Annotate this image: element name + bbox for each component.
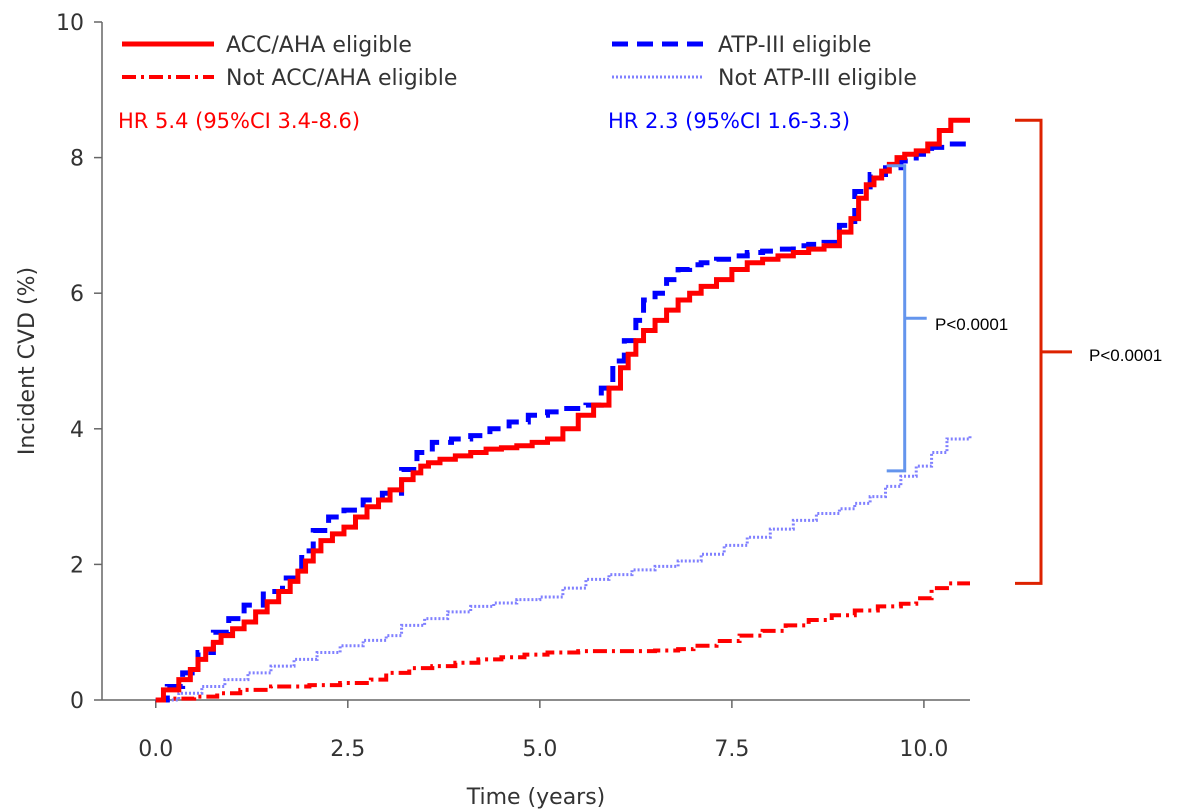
x-tick-label: 0.0 — [138, 737, 173, 762]
x-tick-label: 2.5 — [330, 737, 365, 762]
y-ticks: 0 2 4 6 8 10 — [56, 11, 102, 714]
series-line-not-atp-iii-eligible — [155, 435, 972, 702]
legend-label-not-atp: Not ATP-III eligible — [718, 66, 917, 91]
series-line-acc-aha-eligible — [155, 117, 970, 703]
legend-label-not-accaha: Not ACC/AHA eligible — [226, 66, 457, 91]
x-tick-label: 7.5 — [714, 737, 749, 762]
y-tick-label: 2 — [70, 553, 84, 578]
x-axis-label: Time (years) — [466, 785, 606, 810]
x-tick-label: 5.0 — [522, 737, 557, 762]
legend: ACC/AHA eligible Not ACC/AHA eligible AT… — [122, 33, 917, 91]
p-value-atp: P<0.0001 — [935, 315, 1008, 334]
y-tick-label: 0 — [70, 689, 84, 714]
y-tick-label: 6 — [70, 282, 84, 307]
bracket-atp — [886, 164, 927, 473]
legend-label-atp: ATP-III eligible — [718, 33, 871, 58]
bracket-layer — [886, 118, 1072, 585]
bracket-accaha — [1015, 118, 1072, 585]
y-tick-label: 10 — [56, 11, 84, 36]
hr-atp-annotation: HR 2.3 (95%CI 1.6-3.3) — [608, 109, 850, 133]
p-value-accaha: P<0.0001 — [1089, 346, 1162, 365]
x-ticks: 0.0 2.5 5.0 7.5 10.0 — [138, 700, 948, 762]
x-tick-label: 10.0 — [899, 737, 948, 762]
y-tick-label: 8 — [70, 147, 84, 172]
hr-accaha-annotation: HR 5.4 (95%CI 3.4-8.6) — [118, 109, 360, 133]
series-layer — [155, 117, 972, 703]
y-axis-label: Incident CVD (%) — [15, 267, 40, 455]
y-tick-label: 4 — [70, 418, 84, 443]
legend-label-accaha: ACC/AHA eligible — [226, 33, 412, 58]
series-line-atp-iii-eligible — [155, 141, 970, 703]
series-line-not-acc-aha-eligible — [155, 581, 970, 702]
